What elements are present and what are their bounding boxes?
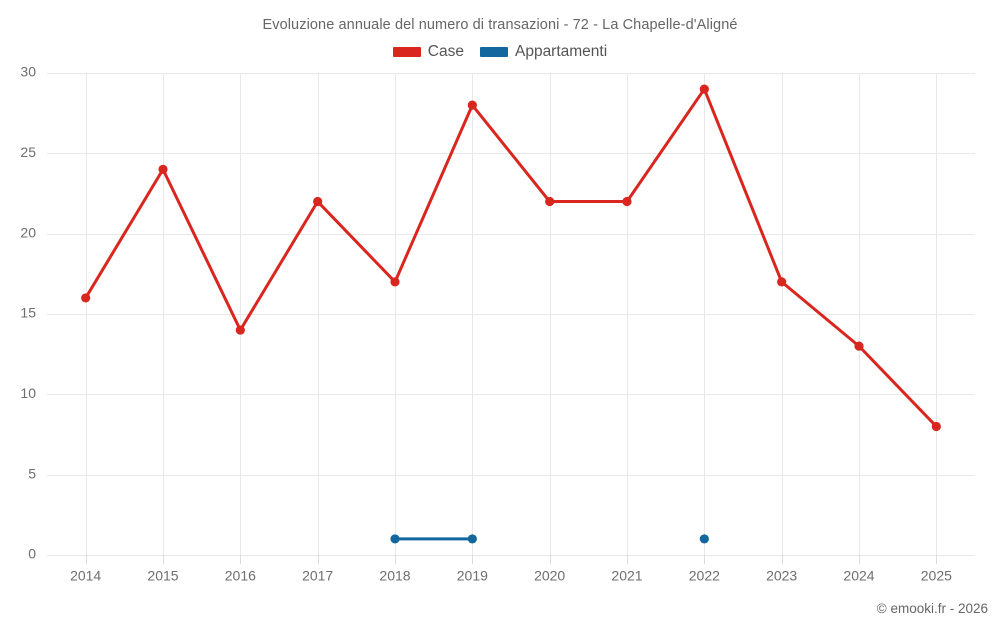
x-tick-label: 2019	[457, 567, 488, 583]
data-point-marker[interactable]	[854, 341, 864, 351]
line-swatch-icon	[479, 46, 508, 57]
grid-layer	[47, 73, 975, 564]
legend-item-appartamenti[interactable]: Appartamenti	[479, 43, 608, 60]
x-tick-label: 2025	[921, 567, 952, 583]
y-tick-label: 30	[20, 64, 36, 80]
data-point-marker[interactable]	[158, 164, 168, 174]
x-tick-label: 2020	[534, 567, 565, 583]
y-tick-label: 10	[20, 385, 36, 401]
x-tick-label: 2017	[302, 567, 333, 583]
y-axis-tick-labels: 0 5 10 15 20 25 30	[20, 64, 36, 562]
x-tick-label: 2024	[843, 567, 874, 583]
x-tick-label: 2023	[766, 567, 797, 583]
data-point-marker[interactable]	[390, 534, 400, 544]
x-tick-label: 2015	[147, 567, 178, 583]
data-point-marker[interactable]	[699, 84, 709, 94]
footer-credit: © emooki.fr - 2026	[876, 601, 988, 616]
legend-label-case: Case	[427, 43, 464, 60]
chart-legend: Case Appartamenti	[0, 44, 1000, 60]
data-point-marker[interactable]	[313, 196, 323, 207]
data-point-marker[interactable]	[467, 534, 477, 544]
data-point-marker[interactable]	[81, 293, 91, 303]
data-point-marker[interactable]	[931, 421, 941, 432]
x-tick-label: 2021	[611, 567, 642, 583]
x-axis-tick-labels: 2014 2015 2016 2017 2018 2019 2020 2021 2022 2023…	[70, 567, 952, 583]
x-tick-label: 2016	[225, 567, 256, 583]
data-point-marker[interactable]	[545, 196, 555, 207]
data-point-marker[interactable]	[699, 534, 709, 544]
data-point-marker[interactable]	[235, 325, 245, 335]
y-tick-label: 0	[28, 546, 36, 562]
data-point-marker[interactable]	[390, 277, 400, 287]
data-point-marker[interactable]	[467, 100, 477, 110]
y-tick-label: 25	[20, 144, 36, 160]
x-tick-label: 2014	[70, 567, 101, 583]
series-line-case	[84, 87, 938, 428]
legend-label-appartamenti: Appartamenti	[514, 43, 608, 60]
x-tick-label: 2018	[379, 567, 410, 583]
legend-item-case[interactable]: Case	[392, 43, 464, 60]
line-swatch-icon	[392, 46, 421, 57]
data-series-layer	[81, 84, 941, 544]
x-tick-label: 2022	[689, 567, 720, 583]
data-point-marker[interactable]	[777, 277, 787, 287]
series-appartamenti	[390, 534, 709, 544]
y-tick-label: 20	[20, 224, 36, 240]
chart-title: Evoluzione annuale del numero di transaz…	[262, 17, 738, 33]
y-tick-label: 15	[20, 305, 36, 321]
y-tick-label: 5	[28, 465, 36, 481]
series-case	[81, 84, 941, 432]
data-point-marker[interactable]	[622, 196, 632, 207]
